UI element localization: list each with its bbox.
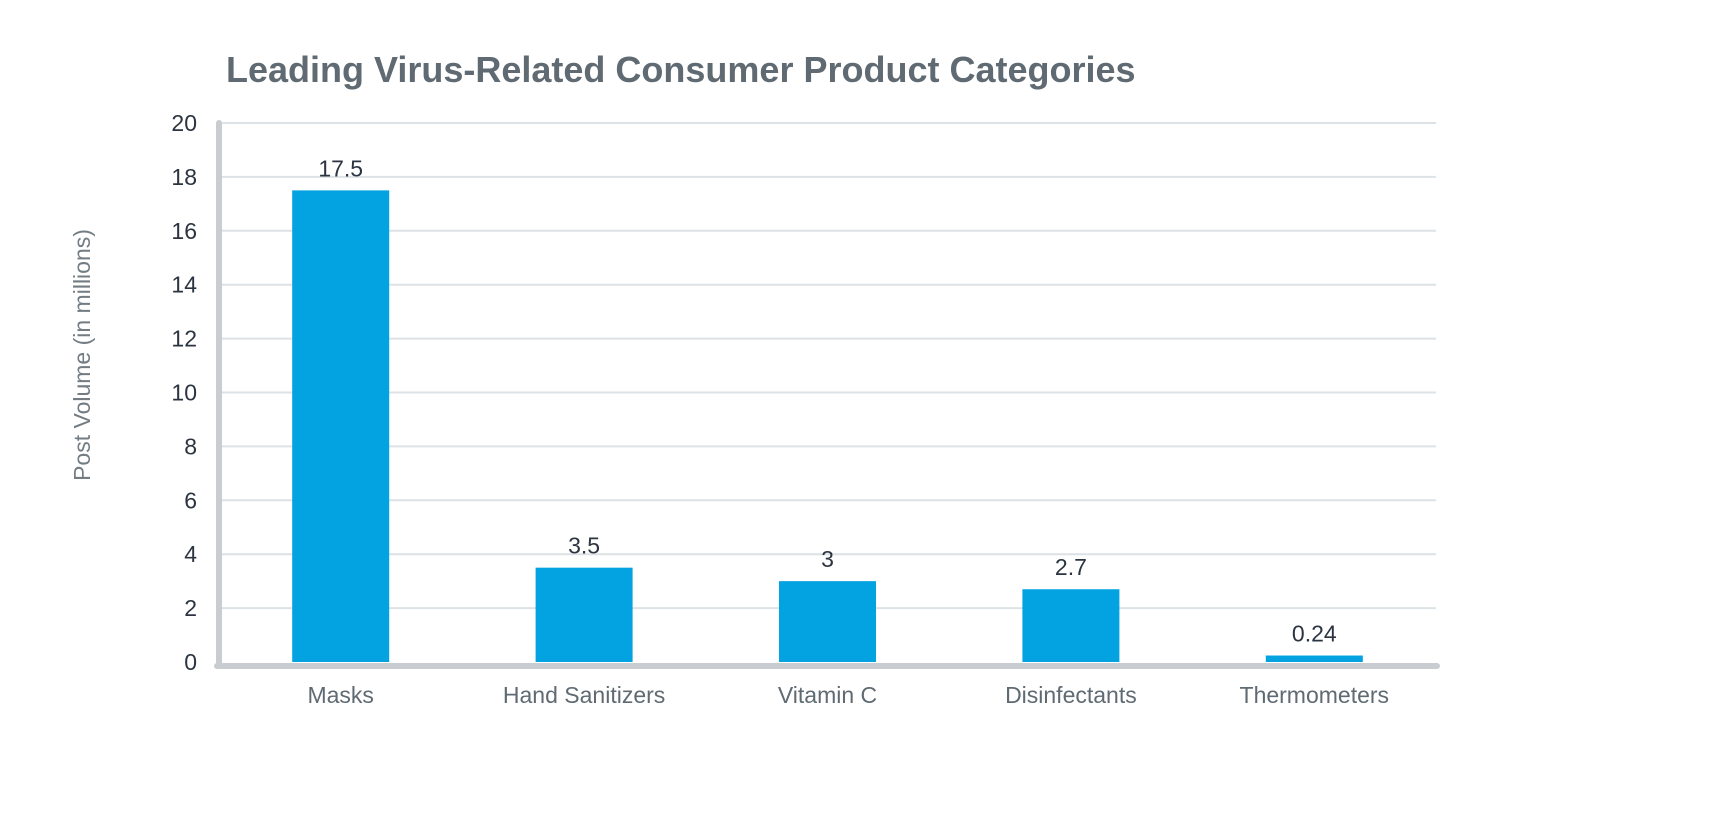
y-tick-label: 12 [171, 326, 197, 352]
axes [214, 120, 1440, 669]
y-tick-label: 18 [171, 164, 197, 190]
data-label: 3.5 [568, 533, 600, 559]
data-label: 2.7 [1055, 554, 1087, 580]
y-axis-ticks: 0 2 4 6 8 10 12 14 16 18 20 [171, 110, 197, 675]
data-label: 3 [821, 546, 834, 572]
bars [292, 190, 1363, 662]
y-tick-label: 8 [184, 433, 197, 459]
y-tick-label: 4 [184, 541, 197, 567]
y-tick-label: 2 [184, 595, 197, 621]
x-tick-label: Masks [307, 682, 373, 708]
data-label: 0.24 [1292, 621, 1337, 647]
bar-thermometers [1265, 655, 1363, 662]
y-tick-label: 0 [184, 649, 197, 675]
y-axis-label: Post Volume (in millions) [69, 229, 95, 481]
y-tick-label: 10 [171, 380, 197, 406]
bar-hand-sanitizers [535, 567, 633, 662]
bar-masks [292, 190, 390, 662]
data-labels: 17.5 3.5 3 2.7 0.24 [318, 155, 1337, 646]
x-tick-label: Vitamin C [778, 682, 877, 708]
y-tick-label: 20 [171, 110, 197, 136]
y-tick-label: 16 [171, 218, 197, 244]
chart-title: Leading Virus-Related Consumer Product C… [226, 49, 1136, 90]
x-tick-label: Thermometers [1240, 682, 1390, 708]
x-axis-ticks: Masks Hand Sanitizers Vitamin C Disinfectan… [307, 682, 1389, 708]
gridlines [219, 122, 1436, 610]
y-tick-label: 14 [171, 272, 197, 298]
bar-vitamin-c [779, 581, 876, 662]
bar-disinfectants [1022, 589, 1120, 662]
y-tick-label: 6 [184, 487, 197, 513]
x-tick-label: Disinfectants [1005, 682, 1137, 708]
x-tick-label: Hand Sanitizers [503, 682, 665, 708]
data-label: 17.5 [318, 155, 363, 181]
